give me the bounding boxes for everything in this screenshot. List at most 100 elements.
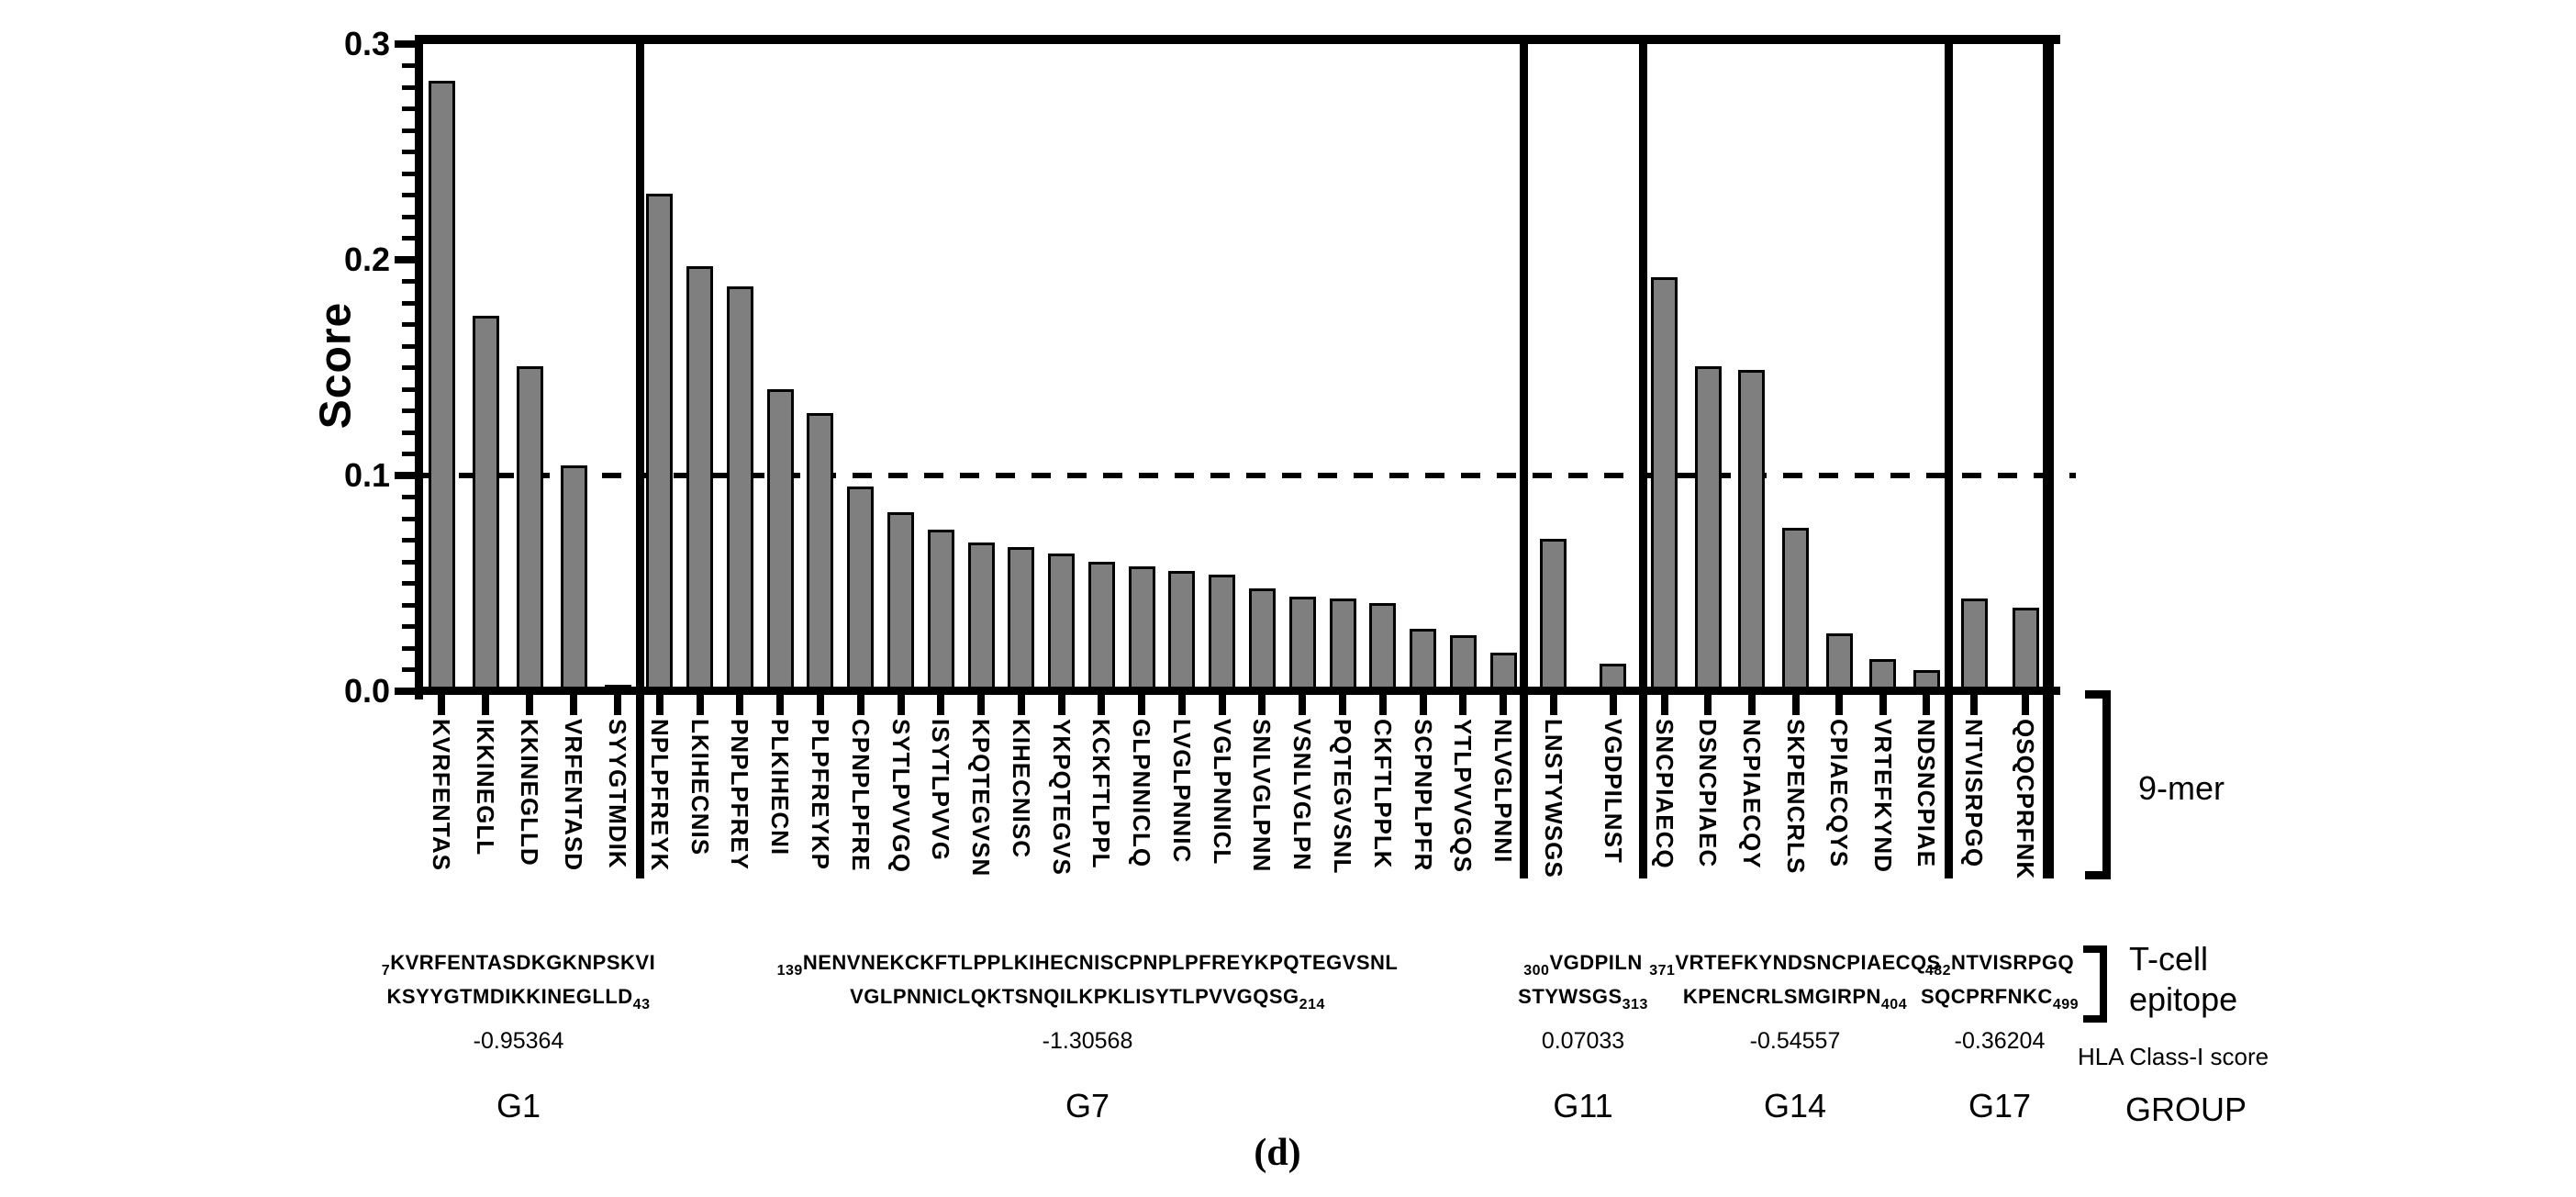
- x-tick-label: CPNPLPFRE: [846, 719, 875, 872]
- x-tick: [1549, 695, 1557, 715]
- bar: [428, 81, 455, 691]
- y-minor-tick: [402, 430, 416, 435]
- y-minor-tick: [402, 236, 416, 241]
- y-minor-tick: [402, 193, 416, 197]
- x-tick: [1378, 695, 1387, 715]
- x-tick-label: YKPQTEGVS: [1047, 719, 1076, 876]
- x-tick: [1747, 695, 1756, 715]
- bar: [1600, 663, 1626, 691]
- x-tick: [1609, 695, 1617, 715]
- hla-class-i-score-label: HLA Class-I score: [2078, 1043, 2269, 1070]
- bar: [1048, 553, 1076, 691]
- epitope-line1: 482NTVISRPGQ: [1924, 951, 2075, 979]
- group-name-label: G7: [1065, 1087, 1110, 1124]
- hla-class-i-score-value: -0.95364: [473, 1028, 564, 1054]
- x-tick-label: LKIHECNIS: [686, 719, 714, 856]
- bar: [887, 512, 915, 691]
- x-tick-label: VRFENTASD: [560, 719, 587, 871]
- t-cell-label-line1: T-cell: [2129, 940, 2209, 978]
- y-minor-tick: [402, 322, 416, 327]
- x-tick: [655, 695, 664, 715]
- y-major-tick: [395, 688, 416, 695]
- x-tick-label: NDSNCPIAE: [1912, 719, 1941, 868]
- t-cell-epitope-bracket-bottom-cap: [2083, 1015, 2107, 1023]
- x-tick: [736, 695, 744, 715]
- x-tick: [1339, 695, 1347, 715]
- x-tick: [937, 695, 945, 715]
- y-minor-tick: [402, 408, 416, 413]
- x-tick-label: CPIAECQYS: [1825, 719, 1854, 868]
- y-minor-tick: [402, 581, 416, 586]
- bar: [967, 543, 995, 691]
- bar: [1410, 629, 1437, 691]
- hla-class-i-score-value: -1.30568: [1042, 1028, 1133, 1054]
- x-tick-label: KVRFENTAS: [428, 719, 455, 871]
- y-tick-label: 0.1: [343, 456, 390, 494]
- t-cell-epitope-sequence: 482NTVISRPGQ SQCPRFNKC499: [1921, 947, 2079, 1015]
- x-tick: [570, 695, 577, 715]
- bar: [1782, 527, 1809, 691]
- x-tick: [1098, 695, 1106, 715]
- epitope-line1: 7KVRFENTASDKGKNPSKVI: [381, 951, 656, 979]
- x-tick-label: QSQCPRFNK: [2012, 719, 2039, 880]
- y-major-tick: [395, 256, 416, 263]
- x-tick-label: KCKFTLPPL: [1087, 719, 1116, 869]
- x-tick-label: SYYGTMDIK: [604, 719, 631, 869]
- group-name-label: G11: [1553, 1087, 1613, 1124]
- bar: [1651, 277, 1678, 691]
- y-minor-tick: [402, 279, 416, 284]
- x-tick-label: SKPENCRLS: [1781, 719, 1810, 875]
- y-minor-tick: [402, 386, 416, 392]
- x-tick-label: ISYTLPVVG: [927, 719, 955, 861]
- y-minor-tick: [402, 645, 416, 651]
- group-row-label: GROUP: [2125, 1091, 2247, 1128]
- y-minor-tick: [402, 128, 416, 133]
- epitope-line1: 139NENVNEKCKFTLPPLKIHECNISCPNPLPFREYKPQT…: [776, 951, 1399, 979]
- y-tick-label: 0.3: [343, 25, 390, 62]
- hla-class-i-score-value: 0.07033: [1541, 1028, 1625, 1054]
- group-divider: [1520, 40, 1528, 878]
- x-tick: [1057, 695, 1065, 715]
- y-minor-tick: [402, 343, 416, 349]
- x-tick: [1177, 695, 1186, 715]
- bar: [847, 487, 875, 691]
- t-cell-epitope-sequence: 139NENVNEKCKFTLPPLKIHECNISCPNPLPFREYKPQT…: [777, 947, 1399, 1015]
- plot-right-border: [2043, 35, 2054, 878]
- x-tick: [526, 695, 533, 715]
- t-cell-epitope-sequence: 300VGDPILN STYWSGS313: [1518, 947, 1648, 1015]
- bar: [1489, 653, 1517, 691]
- x-tick: [2022, 695, 2029, 715]
- x-tick: [816, 695, 824, 715]
- x-tick: [1419, 695, 1427, 715]
- x-tick-label: PLPFREYKP: [806, 719, 834, 871]
- bar: [1008, 546, 1035, 691]
- y-minor-tick: [402, 602, 416, 608]
- x-tick-label: NCPIAECQY: [1737, 719, 1766, 869]
- x-tick-label: YTLPVVGQS: [1449, 719, 1478, 873]
- y-minor-tick: [402, 106, 416, 111]
- x-axis-line: [415, 687, 2060, 695]
- x-tick-label: VGDPILNST: [1599, 719, 1627, 864]
- bar: [1209, 575, 1236, 691]
- x-tick-label: LNSTYWSGS: [1539, 719, 1567, 878]
- x-tick: [1835, 695, 1844, 715]
- epitope-line2: VGLPNNICLQKTSNQILKPKLISYTLPVVGQSG214: [850, 985, 1325, 1012]
- t-cell-epitope-sequence: 371VRTEFKYNDSNCPIAECQS KPENCRLSMGIRPN404: [1649, 947, 1941, 1015]
- hla-class-i-score-value: -0.36204: [1954, 1028, 2046, 1054]
- y-axis-line: [415, 35, 423, 699]
- x-tick-label: DSNCPIAEC: [1694, 719, 1723, 868]
- bar: [516, 365, 543, 691]
- x-tick-label: VRTEFKYND: [1868, 719, 1897, 873]
- x-tick: [1704, 695, 1712, 715]
- y-minor-tick: [402, 150, 416, 154]
- bar: [1288, 596, 1316, 691]
- group-divider: [1945, 40, 1953, 878]
- y-axis-title: Score: [311, 301, 361, 430]
- x-tick: [776, 695, 785, 715]
- x-tick-label: SCPNPLPFR: [1409, 719, 1437, 872]
- x-tick: [977, 695, 986, 715]
- x-tick: [696, 695, 704, 715]
- epitope-line1: 300VGDPILN: [1523, 951, 1643, 979]
- x-tick-label: NPLPFREYK: [645, 719, 674, 872]
- x-tick-label: VSNLVGLPN: [1288, 719, 1317, 871]
